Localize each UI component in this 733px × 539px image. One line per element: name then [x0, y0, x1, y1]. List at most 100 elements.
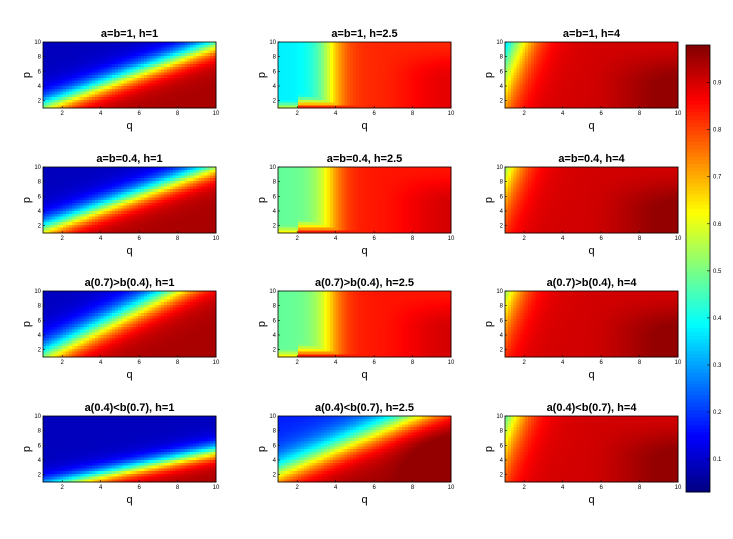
heatmap-cell [329, 64, 334, 68]
heatmap-cell [66, 94, 70, 98]
heatmap-cell [74, 66, 79, 71]
heatmap-cell [335, 66, 340, 71]
heatmap-cell [442, 42, 446, 46]
heatmap-cell [433, 80, 438, 84]
heatmap-cell [152, 42, 157, 46]
heatmap-cell [92, 83, 96, 87]
heatmap-cell [120, 88, 125, 93]
heatmap-cell [109, 44, 113, 49]
heatmap-cell [126, 86, 131, 90]
heatmap-cell [352, 83, 357, 87]
heatmap-cell [390, 75, 394, 79]
heatmap-cell [306, 80, 311, 84]
heatmap-cell [321, 61, 325, 65]
heatmap-cell [352, 58, 357, 62]
heatmap-cell [63, 42, 67, 46]
heatmap-cell [198, 42, 203, 46]
heatmap-cell [436, 47, 441, 51]
heatmap-cell [390, 64, 394, 68]
heatmap-cell [329, 75, 334, 79]
heatmap-cell [129, 94, 133, 98]
heatmap-cell [143, 69, 148, 73]
heatmap-cell [60, 44, 64, 49]
heatmap-cell [164, 44, 168, 49]
heatmap-cell [54, 66, 59, 71]
heatmap-cell [86, 47, 90, 51]
heatmap-cell [315, 69, 319, 73]
heatmap-cell [112, 83, 116, 87]
heatmap-cell [393, 42, 397, 46]
heatmap-cell [358, 69, 363, 73]
heatmap-cell [97, 69, 102, 73]
heatmap-cell [312, 80, 317, 84]
heatmap-cell [387, 55, 392, 60]
heatmap-cell [169, 44, 174, 49]
heatmap-cell [100, 61, 105, 65]
heatmap-cell [135, 99, 139, 104]
heatmap-cell [338, 72, 343, 76]
heatmap-cell [198, 97, 203, 101]
heatmap-cell [427, 72, 432, 76]
heatmap-cell [390, 80, 394, 84]
heatmap-cell [335, 72, 340, 76]
heatmap-cell [278, 55, 282, 60]
heatmap-cell [48, 94, 53, 98]
heatmap-cell [404, 42, 409, 46]
heatmap-cell [378, 72, 383, 76]
heatmap-cell [132, 44, 136, 49]
heatmap-cell [324, 64, 328, 68]
heatmap-cell [94, 88, 99, 93]
heatmap-cell [80, 105, 84, 109]
heatmap-cell [373, 83, 377, 87]
heatmap-cell [164, 47, 168, 51]
heatmap-cell [126, 69, 131, 73]
heatmap-cell [201, 77, 206, 82]
heatmap-cell [195, 99, 200, 104]
heatmap-cell [158, 50, 162, 54]
heatmap-cell [390, 83, 394, 87]
heatmap-cell [407, 69, 412, 73]
heatmap-cell [135, 88, 139, 93]
heatmap-cell [341, 69, 345, 73]
heatmap-cell [364, 75, 368, 79]
heatmap-cell [74, 77, 79, 82]
heatmap-cell [190, 58, 194, 62]
heatmap-cell [201, 64, 206, 68]
heatmap-cell [57, 75, 61, 79]
heatmap-cell [92, 69, 96, 73]
heatmap-cell [129, 80, 133, 84]
heatmap-cell [401, 69, 406, 73]
heatmap-cell [364, 77, 368, 82]
heatmap-cell [129, 91, 133, 95]
heatmap-cell [327, 42, 331, 46]
heatmap-cell [381, 53, 386, 57]
heatmap-cell [89, 102, 93, 106]
heatmap-cell [192, 77, 197, 82]
heatmap-cell [161, 44, 165, 49]
heatmap-cell [71, 53, 76, 57]
heatmap-cell [143, 66, 148, 71]
heatmap-cell [92, 72, 96, 76]
heatmap-cell [198, 105, 203, 109]
heatmap-cell [338, 80, 343, 84]
heatmap-cell [324, 58, 328, 62]
heatmap-cell [327, 72, 331, 76]
heatmap-cell [178, 86, 182, 90]
heatmap-cell [187, 97, 191, 101]
heatmap-cell [413, 44, 417, 49]
heatmap-cell [295, 53, 299, 57]
heatmap-cell [318, 61, 322, 65]
heatmap-cell [97, 91, 102, 95]
heatmap-cell [401, 80, 406, 84]
heatmap-cell [161, 75, 165, 79]
heatmap-cell [301, 58, 305, 62]
heatmap-cell [146, 61, 151, 65]
heatmap-cell [66, 64, 70, 68]
heatmap-cell [425, 61, 429, 65]
heatmap-cell [393, 58, 397, 62]
heatmap-cell [350, 83, 354, 87]
heatmap-cell [401, 64, 406, 68]
heatmap-cell [335, 83, 340, 87]
heatmap-cell [364, 69, 368, 73]
heatmap-cell [152, 86, 157, 90]
